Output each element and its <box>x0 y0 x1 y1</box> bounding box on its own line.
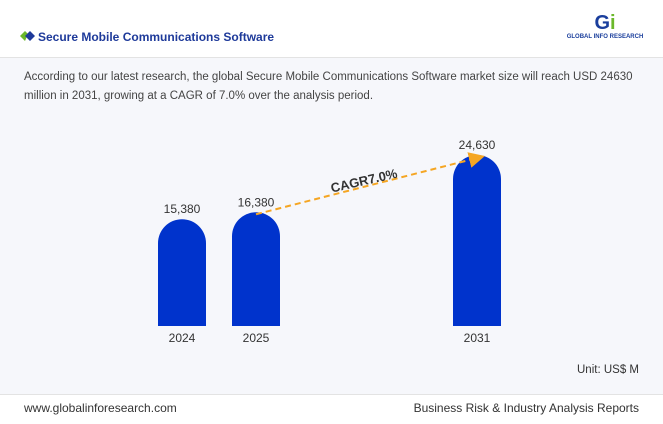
value-label: 24,630 <box>459 138 496 152</box>
bar-2025 <box>232 212 280 326</box>
bar-2024 <box>158 219 206 326</box>
value-label: 16,380 <box>238 195 275 209</box>
header: Secure Mobile Communications Software Gi… <box>0 0 663 58</box>
bar-chart: 15,380 2024 16,380 2025 24,630 2031 CAGR7.0% <box>158 138 501 345</box>
description: According to our latest research, the gl… <box>24 71 633 102</box>
website-link[interactable]: www.globalinforesearch.com <box>24 401 177 415</box>
cagr-arrow <box>255 152 485 216</box>
page-title: Secure Mobile Communications Software <box>38 30 275 44</box>
diamond-icon <box>20 31 35 41</box>
unit-label: Unit: US$ M <box>577 364 639 376</box>
bar-2031 <box>453 155 501 326</box>
category-label: 2025 <box>243 331 270 345</box>
logo: Gi GLOBAL INFO RESEARCH <box>566 12 644 40</box>
category-label: 2024 <box>169 331 196 345</box>
value-label: 15,380 <box>164 202 201 216</box>
footer-tagline: Business Risk & Industry Analysis Report… <box>413 401 639 415</box>
cagr-label: CAGR7.0% <box>329 166 399 196</box>
category-label: 2031 <box>464 331 491 345</box>
main-panel: According to our latest research, the gl… <box>0 58 663 394</box>
footer: www.globalinforesearch.com Business Risk… <box>0 394 663 424</box>
